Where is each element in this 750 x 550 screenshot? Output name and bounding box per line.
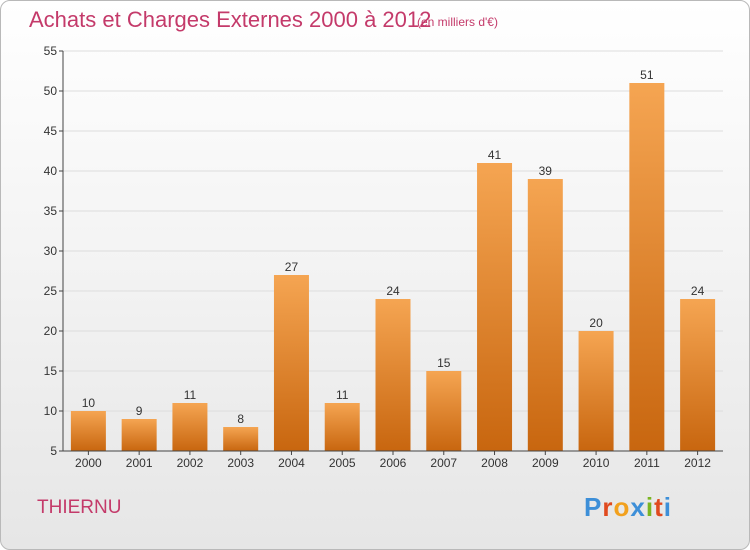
y-tick-label: 30 (44, 244, 58, 258)
x-tick-label-2001: 2001 (126, 456, 153, 470)
y-tick-label: 50 (44, 84, 58, 98)
bar-2010 (578, 331, 614, 451)
x-tick-label-2009: 2009 (532, 456, 559, 470)
x-tick-label-2005: 2005 (329, 456, 356, 470)
data-label-2007: 15 (437, 356, 451, 370)
commune-name: THIERNU (37, 497, 122, 518)
bar-2004 (273, 275, 309, 451)
x-tick-label-2012: 2012 (684, 456, 711, 470)
logo-letter: x (630, 492, 646, 522)
data-label-2010: 20 (589, 316, 603, 330)
data-label-2009: 39 (539, 164, 553, 178)
x-tick-label-2011: 2011 (634, 456, 660, 470)
y-tick-label: 35 (44, 204, 58, 218)
bar-2007 (426, 371, 462, 451)
y-tick-label: 40 (44, 164, 58, 178)
bars (70, 83, 716, 451)
x-tick-label-2000: 2000 (75, 456, 102, 470)
logo-letter: r (602, 492, 614, 522)
x-tick-label-2007: 2007 (430, 456, 457, 470)
bar-2000 (70, 411, 106, 451)
y-tick-label: 20 (44, 324, 58, 338)
y-tick-label: 25 (44, 284, 58, 298)
bar-2012 (680, 299, 716, 451)
x-tick-label-2010: 2010 (583, 456, 610, 470)
data-label-2002: 11 (184, 388, 197, 402)
x-tick-label-2008: 2008 (481, 456, 508, 470)
axes: 5 10 15 20 25 30 35 40 45 50 55 2000 2001 2002 2003 200… (44, 44, 723, 470)
x-tick-label-2002: 2002 (177, 456, 204, 470)
data-label-2003: 8 (237, 412, 244, 426)
logo-letter: i (645, 492, 655, 522)
chart-title: Achats et Charges Externes 2000 à 2012 (29, 7, 432, 32)
bar-2005 (324, 403, 360, 451)
data-label-2005: 11 (336, 388, 349, 402)
x-tick-label-2006: 2006 (380, 456, 407, 470)
y-tick-label: 10 (44, 404, 58, 418)
bar-2002 (172, 403, 208, 451)
data-label-2008: 41 (488, 148, 502, 162)
chart-subtitle: (en milliers d'€) (417, 15, 498, 29)
logo-letter: o (613, 492, 631, 522)
bar-2003 (223, 427, 259, 451)
proxiti-logo: Proxiti (584, 492, 672, 523)
data-label-2012: 24 (691, 284, 705, 298)
bar-2006 (375, 299, 411, 451)
data-label-2004: 27 (285, 260, 299, 274)
data-labels: 10 9 11 8 27 11 24 15 41 39 20 51 24 (82, 68, 705, 426)
bar-2008 (477, 163, 513, 451)
y-tick-label: 45 (44, 124, 58, 138)
data-label-2000: 10 (82, 396, 96, 410)
x-tick-label-2003: 2003 (227, 456, 254, 470)
data-label-2011: 51 (640, 68, 654, 82)
y-tick-label: 15 (44, 364, 58, 378)
logo-letter: t (654, 492, 664, 522)
bar-2001 (121, 419, 157, 451)
y-tick-label: 55 (44, 44, 58, 58)
logo-letter: i (663, 492, 672, 522)
bar-2011 (629, 83, 665, 451)
data-label-2006: 24 (386, 284, 400, 298)
x-tick-label-2004: 2004 (278, 456, 305, 470)
bar-2009 (527, 179, 563, 451)
data-label-2001: 9 (136, 404, 143, 418)
logo-letter: P (584, 492, 603, 522)
y-tick-label: 5 (50, 444, 57, 458)
